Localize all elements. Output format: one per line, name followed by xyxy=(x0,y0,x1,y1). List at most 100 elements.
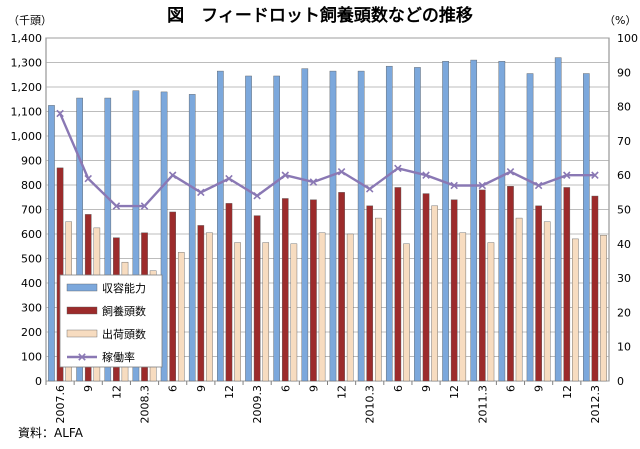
x-tick-label: 6 xyxy=(504,385,517,392)
bar xyxy=(338,192,345,382)
x-tick-label: 9 xyxy=(195,385,208,392)
left-axis-tick-label: 700 xyxy=(21,204,42,217)
x-tick-label: 6 xyxy=(392,385,405,392)
bar xyxy=(450,199,458,382)
legend-marker xyxy=(78,353,86,361)
line-point-marker xyxy=(563,171,571,179)
bar xyxy=(225,203,233,382)
bar xyxy=(329,70,337,382)
legend-swatch xyxy=(66,329,98,338)
gridlines xyxy=(46,37,609,382)
right-axis-tick-label: 70 xyxy=(617,135,631,148)
right-axis-tick-label: 20 xyxy=(617,306,631,319)
bar xyxy=(169,211,176,382)
bar xyxy=(245,75,252,382)
bar xyxy=(487,242,495,382)
bar xyxy=(253,215,261,382)
bar xyxy=(498,61,506,382)
line-point-marker xyxy=(450,181,458,190)
x-tick-label: 2007.6 xyxy=(54,385,67,424)
line-point-marker xyxy=(422,171,430,179)
bar xyxy=(583,73,590,382)
bar xyxy=(56,167,64,382)
legend-label: 稼働率 xyxy=(102,350,135,364)
left-axis-tick-label: 100 xyxy=(21,351,42,364)
x-tick-label: 12 xyxy=(110,385,123,399)
bar xyxy=(554,57,562,382)
x-tick-label: 12 xyxy=(448,385,461,399)
bar xyxy=(526,73,534,382)
bar xyxy=(563,187,571,382)
bar xyxy=(234,242,241,382)
left-axis-tick-label: 1,000 xyxy=(11,130,43,143)
line-point-marker xyxy=(365,185,374,193)
left-axis-tick-label: 1,400 xyxy=(11,32,43,45)
left-axis-tick-label: 1,100 xyxy=(11,106,43,119)
line-point-marker xyxy=(56,109,64,118)
bar xyxy=(357,70,365,382)
bar xyxy=(48,105,55,382)
right-axis-ticks: 0 10 20 30 40 50 60 70 80 90 100 xyxy=(617,32,638,388)
bar xyxy=(104,97,112,382)
line-series xyxy=(56,109,599,210)
bar xyxy=(301,68,309,382)
bar xyxy=(366,205,374,382)
x-tick-label: 2010.3 xyxy=(364,385,377,424)
bar xyxy=(422,193,430,382)
legend-swatch xyxy=(66,306,98,315)
line-point-marker xyxy=(225,174,233,183)
right-axis-tick-label: 10 xyxy=(617,341,631,354)
x-tick-label: 2012.3 xyxy=(589,385,602,424)
left-axis-tick-label: 900 xyxy=(21,155,42,168)
bar xyxy=(414,67,421,382)
right-axis-tick-label: 50 xyxy=(617,204,631,217)
bar xyxy=(543,221,551,382)
source-note: 資料：ALFA xyxy=(18,426,84,440)
bar xyxy=(394,187,402,382)
right-axis-unit: （%） xyxy=(604,14,636,27)
left-axis-tick-label: 600 xyxy=(21,228,42,241)
line-point-marker xyxy=(197,188,205,197)
x-tick-label: 6 xyxy=(279,385,292,392)
bar xyxy=(591,195,599,382)
bar xyxy=(572,238,579,382)
right-axis-tick-label: 80 xyxy=(617,101,631,114)
line-point-marker xyxy=(337,168,346,176)
x-tick-label: 2008.3 xyxy=(139,385,152,424)
bar xyxy=(442,61,449,382)
right-axis-tick-label: 60 xyxy=(617,169,631,182)
bar xyxy=(535,205,542,382)
left-axis-tick-label: 1,300 xyxy=(11,57,43,70)
bar xyxy=(132,90,140,382)
x-axis-ticks: 2007.6 9 12 2008.3 6 9 12 2009.3 6 9 12 2010.3 6 9 12 2… xyxy=(45,381,602,424)
bar xyxy=(188,94,196,382)
x-tick-label: 12 xyxy=(223,385,236,399)
bar xyxy=(217,70,224,382)
bar xyxy=(273,75,280,382)
x-tick-label: 2009.3 xyxy=(251,385,264,424)
x-tick-label: 2011.3 xyxy=(476,385,489,424)
right-axis-tick-label: 90 xyxy=(617,66,631,79)
bar xyxy=(507,186,514,382)
bar xyxy=(310,199,317,382)
line-point-marker xyxy=(534,181,543,190)
line-point-marker xyxy=(168,171,177,179)
bar xyxy=(318,232,326,382)
bar xyxy=(375,217,382,382)
legend-label: 飼養頭数 xyxy=(102,304,146,318)
x-tick-label: 12 xyxy=(561,385,574,399)
x-tick-label: 9 xyxy=(533,385,546,392)
bar xyxy=(281,198,289,382)
chart-title: 図 フィードロット飼養頭数などの推移 xyxy=(167,5,473,26)
bar xyxy=(346,233,354,382)
bar xyxy=(385,65,393,382)
bar xyxy=(403,243,410,382)
left-axis-ticks: 0 100 200 300 400 500 600 700 800 900 1,000 1,100 1,… xyxy=(11,32,43,388)
legend-swatch xyxy=(66,283,98,292)
bar xyxy=(479,189,486,382)
legend-label: 収容能力 xyxy=(102,281,146,295)
bar xyxy=(470,59,478,382)
line-point-marker xyxy=(112,202,121,210)
